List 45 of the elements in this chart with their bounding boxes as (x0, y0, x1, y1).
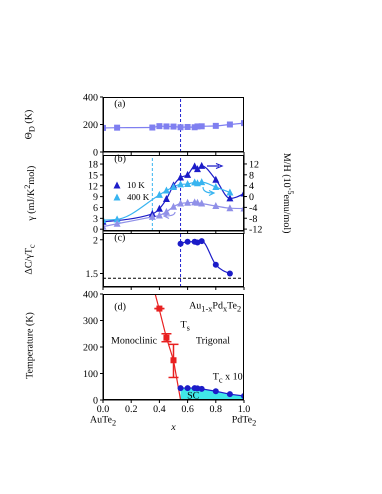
y-tick-label: 18 (88, 160, 98, 171)
y2-tick-label: 0 (249, 192, 254, 204)
y2-tick-label: -4 (249, 202, 258, 214)
annotation: Au$_{1-x}$Pd$_{x}$Te$_{2}$ (189, 300, 242, 314)
y2-tick-label: -8 (249, 214, 258, 225)
y2-tick-label: 12 (249, 160, 259, 171)
annotation: (c) (114, 232, 126, 244)
legend-label: 10 K (127, 180, 145, 190)
annotation: Monoclinic (110, 335, 158, 346)
text: AuTe$_{2}$ (90, 414, 116, 428)
legend-label: 400 K (127, 192, 150, 202)
y-tick-label: 0 (93, 396, 98, 407)
y-tick-label: 200 (83, 120, 98, 132)
y-tick-label: 300 (83, 316, 98, 328)
annotation: (a) (114, 98, 126, 110)
y-tick-label: 6 (93, 203, 98, 214)
text: PdTe$_{2}$ (232, 414, 256, 428)
y-tick-label: 9 (93, 192, 98, 204)
y-axis-title: Temperature (K) (24, 311, 36, 381)
x-tick-label: 0.4 (153, 404, 166, 416)
annotation: T$_{c}$ x 10 (212, 371, 243, 384)
annotation: Trigonal (196, 335, 230, 346)
x-tick-label: 1.0 (238, 404, 250, 416)
x-tick-label: 0.2 (124, 404, 138, 416)
y-tick-label: 400 (83, 290, 98, 301)
y-tick-label: 0 (93, 224, 98, 236)
x-tick-label: 0.0 (96, 404, 110, 416)
y-tick-label: 15 (88, 170, 98, 182)
y-tick-label: 1.5 (86, 269, 98, 280)
y-tick-label: 400 (83, 92, 98, 104)
y-tick-label: 2 (93, 235, 98, 246)
y2-tick-label: 4 (249, 181, 254, 192)
annotation: T$_{s}$ (180, 319, 190, 332)
y-tick-label: 100 (83, 369, 98, 380)
y-tick-label: 3 (93, 214, 98, 225)
annotation: SC (187, 390, 200, 402)
x-axis-title: x (170, 422, 177, 433)
annotation: (d) (114, 301, 126, 312)
y-tick-label: 12 (88, 181, 98, 192)
x-tick-label: 0.8 (210, 404, 222, 416)
x-tick-label: 0.6 (181, 404, 194, 416)
y-tick-label: 0 (93, 148, 98, 159)
y2-tick-label: -12 (249, 224, 262, 236)
y2-tick-label: 8 (249, 170, 254, 182)
y-tick-label: 200 (83, 342, 98, 354)
